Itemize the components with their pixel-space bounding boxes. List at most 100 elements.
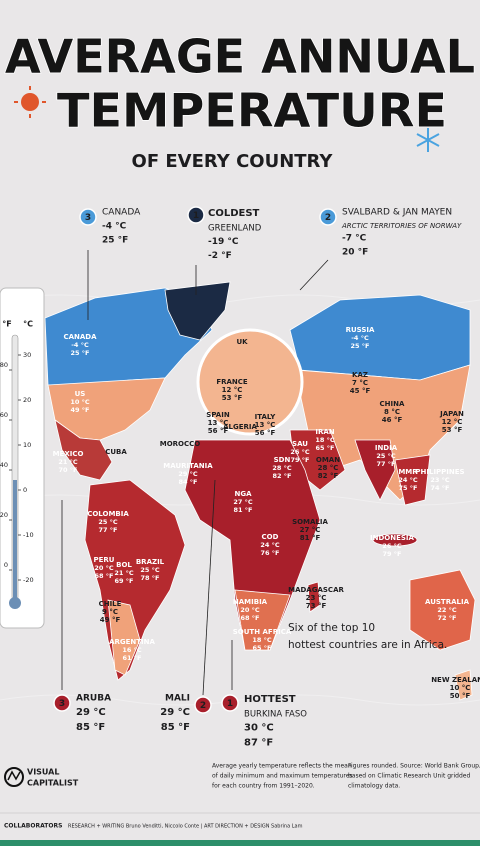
callout-country: BURKINA FASO bbox=[244, 710, 307, 720]
country-celsius: 20 °C bbox=[240, 606, 260, 614]
country-name: SPAIN bbox=[206, 411, 230, 419]
country-fahrenheit: 49 °F bbox=[100, 616, 121, 624]
country-name: COD bbox=[262, 533, 279, 541]
country-fahrenheit: 56 °F bbox=[208, 427, 229, 435]
country-fahrenheit: 76 °F bbox=[261, 549, 280, 557]
annotation-part: Six of the top 10 bbox=[288, 622, 375, 634]
country-celsius: 26 °C bbox=[382, 542, 402, 550]
region-southern-africa bbox=[234, 589, 291, 651]
rank-badge bbox=[221, 694, 239, 712]
country-name: INDONESIA bbox=[370, 534, 415, 542]
country-name: NGA bbox=[234, 490, 252, 498]
country-fahrenheit: 75 °F bbox=[399, 484, 418, 492]
country-celsius: 13 °C bbox=[208, 419, 229, 427]
country-fahrenheit: 45 °F bbox=[350, 387, 371, 395]
callout-fahrenheit: 25 °F bbox=[102, 236, 128, 246]
country-name: ARGENTINA bbox=[109, 638, 155, 646]
leader-line bbox=[202, 479, 216, 696]
rank-badge bbox=[319, 208, 337, 226]
callout-label: HOTTEST bbox=[244, 694, 296, 705]
region-south-america bbox=[84, 479, 186, 681]
region-australia bbox=[409, 569, 476, 651]
country-fahrenheit: 53 °F bbox=[222, 394, 243, 402]
celsius-tick-label: -20 bbox=[23, 576, 34, 584]
country-name: MEXICO bbox=[53, 450, 84, 458]
country-name: OMAN bbox=[316, 456, 340, 464]
country-celsius: 21 °C bbox=[114, 569, 134, 577]
country-fahrenheit: 56 °F bbox=[255, 429, 276, 437]
callout-country: CANADA bbox=[102, 208, 141, 218]
country-fahrenheit: 49 °F bbox=[71, 406, 90, 414]
country-celsius: 10 °C bbox=[70, 398, 90, 406]
country-fahrenheit: 74 °F bbox=[431, 484, 450, 492]
fahrenheit-tick-label: 0 bbox=[4, 561, 8, 569]
callout-celsius: -19 °C bbox=[208, 237, 239, 247]
thermometer-card bbox=[0, 287, 45, 629]
country-celsius: 25 °C bbox=[376, 452, 396, 460]
rank-badge bbox=[194, 696, 212, 714]
country-fahrenheit: 82 °F bbox=[273, 472, 292, 480]
subtitle: OF EVERY COUNTRY bbox=[132, 151, 334, 172]
country-celsius: 20 °C bbox=[94, 564, 114, 572]
region-new-zealand bbox=[454, 669, 473, 701]
country-fahrenheit: 53 °F bbox=[442, 426, 463, 434]
region-southern-cone bbox=[107, 599, 141, 676]
country-name: ITALY bbox=[255, 413, 277, 421]
annotation-part: hottest countries are in Africa. bbox=[288, 639, 447, 651]
rank-badge bbox=[187, 206, 205, 224]
callout-country: ARUBA bbox=[76, 694, 111, 704]
country-name: MOROCCO bbox=[160, 440, 201, 448]
country-celsius: 22 °C bbox=[437, 606, 457, 614]
callout-celsius: 30 °C bbox=[244, 723, 274, 734]
callout-country: MALI bbox=[165, 694, 190, 704]
country-name: COLOMBIA bbox=[87, 510, 129, 518]
country-name: MMR bbox=[398, 468, 418, 476]
celsius-tick-label: 30 bbox=[23, 351, 31, 359]
callout-celsius: -7 °C bbox=[342, 234, 367, 244]
source-note: climatology data. bbox=[348, 783, 400, 790]
region-greenland bbox=[164, 281, 231, 341]
country-fahrenheit: 77 °F bbox=[377, 460, 396, 468]
title-line: TEMPERATURE bbox=[57, 84, 447, 138]
country-fahrenheit: 81 °F bbox=[234, 506, 253, 514]
country-name: FRANCE bbox=[216, 378, 248, 386]
fahrenheit-tick-label: 20 bbox=[0, 511, 8, 519]
country-celsius: 18 °C bbox=[315, 436, 335, 444]
country-name: SDN bbox=[274, 456, 291, 464]
callout-celsius: 29 °C bbox=[160, 707, 190, 718]
callout-country: SVALBARD & JAN MAYEN bbox=[342, 208, 452, 218]
region-madagascar bbox=[307, 581, 321, 613]
credits: RESEARCH + WRITING Bruno Venditti, Nicco… bbox=[68, 824, 303, 830]
country-fahrenheit: 73 °F bbox=[306, 602, 327, 610]
celsius-label: °C bbox=[23, 320, 33, 329]
country-name: INDIA bbox=[375, 444, 398, 452]
country-name: PHILIPPINES bbox=[415, 468, 464, 476]
country-name: SOUTH AFRICA bbox=[233, 628, 292, 636]
rank-badge bbox=[53, 694, 71, 712]
country-name: MAURITANIA bbox=[163, 462, 213, 470]
fahrenheit-tick-label: 60 bbox=[0, 411, 8, 419]
country-name: US bbox=[75, 390, 86, 398]
method-note: for each country from 1991–2020. bbox=[212, 783, 315, 790]
world-map bbox=[44, 281, 476, 701]
country-name: IRAN bbox=[315, 428, 334, 436]
country-celsius: 7 °C bbox=[352, 379, 368, 387]
fahrenheit-label: °F bbox=[2, 320, 11, 329]
country-fahrenheit: 25 °F bbox=[351, 342, 370, 350]
country-fahrenheit: 82 °F bbox=[318, 472, 339, 480]
country-celsius: 13 °C bbox=[255, 421, 276, 429]
fahrenheit-tick-label: 40 bbox=[0, 461, 8, 469]
country-fahrenheit: 70 °F bbox=[59, 466, 78, 474]
country-celsius: 27 °C bbox=[300, 526, 321, 534]
country-celsius: 29 °C bbox=[178, 470, 198, 478]
country-celsius: 12 °C bbox=[222, 386, 243, 394]
country-celsius: 28 °C bbox=[318, 464, 339, 472]
celsius-tick-label: -10 bbox=[23, 531, 34, 539]
country-fahrenheit: 50 °F bbox=[450, 692, 471, 700]
method-note: Average yearly temperature reflects the … bbox=[212, 763, 352, 770]
country-name: PERU bbox=[94, 556, 115, 564]
country-name: NEW ZEALAND bbox=[431, 676, 480, 684]
callout-fahrenheit: -2 °F bbox=[208, 251, 232, 261]
country-celsius: 24 °C bbox=[260, 541, 280, 549]
